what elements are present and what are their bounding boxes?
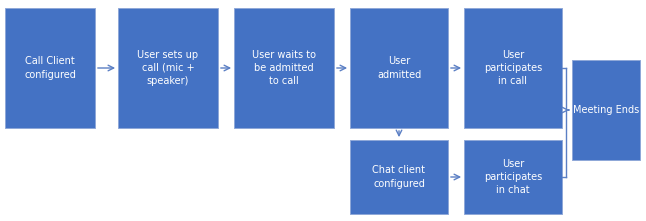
Text: Call Client
configured: Call Client configured (24, 56, 76, 80)
Text: User
participates
in call: User participates in call (484, 50, 542, 86)
Text: User sets up
call (mic +
speaker): User sets up call (mic + speaker) (138, 50, 198, 86)
FancyBboxPatch shape (234, 8, 334, 128)
FancyBboxPatch shape (118, 8, 218, 128)
Text: User
participates
in chat: User participates in chat (484, 159, 542, 195)
FancyBboxPatch shape (5, 8, 95, 128)
FancyBboxPatch shape (572, 60, 640, 160)
FancyBboxPatch shape (350, 140, 448, 214)
FancyBboxPatch shape (350, 8, 448, 128)
Text: Chat client
configured: Chat client configured (373, 165, 426, 189)
Text: Meeting Ends: Meeting Ends (573, 105, 639, 115)
FancyBboxPatch shape (464, 8, 562, 128)
Text: User waits to
be admitted
to call: User waits to be admitted to call (252, 50, 316, 86)
FancyBboxPatch shape (464, 140, 562, 214)
Text: User
admitted: User admitted (377, 56, 421, 80)
